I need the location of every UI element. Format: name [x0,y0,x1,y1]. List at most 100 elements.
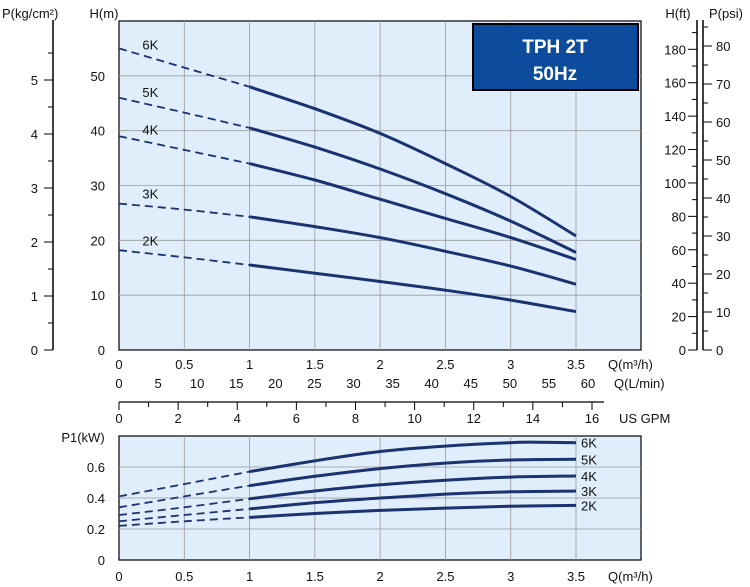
pressure-bar-tick-label: 1 [31,289,38,304]
head-ft-tick-label: 100 [664,176,686,191]
series-label-head-5K: 5K [142,85,158,100]
gpm-tick-label: 14 [526,411,540,426]
curve-power-3K-dashed [118,508,250,523]
series-label-power-3K: 3K [581,484,597,499]
power-x-axis-title: Q(m³/h) [608,569,653,584]
gpm-tick-label: 8 [352,411,359,426]
head-x-tick-label: 0.5 [175,357,193,372]
power-y-tick-label: 0.2 [87,522,105,537]
head-ft-tick-label: 80 [672,209,686,224]
psi-axis-title: P(psi) [709,6,743,21]
series-label-power-5K: 5K [581,452,597,467]
head-ft-tick-label: 180 [664,42,686,57]
power-x-tick-label: 3.5 [567,569,585,584]
pressure-bar-tick-label: 5 [31,73,38,88]
head-ft-axis-title: H(ft) [665,6,690,21]
head-y-tick-label: 20 [91,233,105,248]
curve-head-6K-dashed [118,47,250,88]
lmin-tick-label: 20 [268,376,282,391]
power-x-tick-label: 0.5 [175,569,193,584]
gpm-tick-label: 0 [115,411,122,426]
curve-head-3K-dashed [118,202,250,218]
lmin-tick-label: 40 [424,376,438,391]
lmin-tick-label: 25 [307,376,321,391]
curve-head-6K-solid [249,85,577,238]
series-label-power-4K: 4K [581,469,597,484]
head-ft-tick-label: 60 [672,243,686,258]
power-y-axis-title: P1(kW) [61,430,104,445]
power-x-tick-label: 2.5 [436,569,454,584]
curve-power-5K-solid [249,457,577,488]
psi-tick-label: 80 [716,39,730,54]
curve-head-4K-solid [249,162,577,261]
head-y-tick-label: 40 [91,124,105,139]
curve-head-2K-solid [249,263,577,314]
lmin-tick-label: 15 [229,376,243,391]
gpm-tick-label: 6 [293,411,300,426]
series-label-head-4K: 4K [142,123,158,138]
lmin-tick-label: 45 [464,376,478,391]
head-x-tick-label: 1 [246,357,253,372]
curve-power-4K-solid [249,474,577,501]
head-x-tick-label: 2 [377,357,384,372]
power-x-tick-label: 0 [115,569,122,584]
power-x-tick-label: 1.5 [306,569,324,584]
series-label-power-6K: 6K [581,436,597,451]
gpm-tick-label: 12 [467,411,481,426]
power-x-tick-label: 2 [377,569,384,584]
psi-tick-label: 20 [716,267,730,282]
lmin-tick-label: 60 [581,376,595,391]
power-x-tick-label: 3 [507,569,514,584]
head-ft-tick-label: 140 [664,109,686,124]
head-y-axis-title: H(m) [90,6,119,21]
head-x-tick-label: 1.5 [306,357,324,372]
curve-power-3K-solid [249,489,577,511]
head-x-tick-label: 0 [115,357,122,372]
pressure-bar-tick-label: 4 [31,127,38,142]
power-y-tick-label: 0.6 [87,460,105,475]
lmin-tick-label: 35 [385,376,399,391]
psi-tick-label: 10 [716,305,730,320]
psi-tick-label: 60 [716,115,730,130]
pressure-bar-tick-label: 2 [31,235,38,250]
lmin-tick-label: 30 [346,376,360,391]
pressure-bar-axis-title: P(kg/cm²) [2,6,58,21]
curve-power-5K-dashed [118,484,250,509]
title-line-model: TPH 2T [522,37,588,58]
curve-power-4K-dashed [118,497,250,516]
curve-head-5K-solid [249,126,577,254]
head-ft-tick-label: 20 [672,310,686,325]
curve-head-5K-dashed [118,96,250,129]
curve-head-4K-dashed [118,135,250,165]
gpm-tick-label: 10 [407,411,421,426]
head-ft-tick-label: 160 [664,76,686,91]
lmin-tick-label: 50 [503,376,517,391]
gpm-tick-label: 4 [234,411,241,426]
gpm-tick-label: 2 [175,411,182,426]
curve-power-6K-solid [249,440,577,474]
lmin-tick-label: 0 [115,376,122,391]
psi-tick-label: 30 [716,229,730,244]
head-x-tick-label: 3 [507,357,514,372]
title-line-frequency: 50Hz [533,64,577,85]
series-label-head-3K: 3K [142,186,158,201]
psi-tick-label: 40 [716,191,730,206]
series-label-head-6K: 6K [142,38,158,53]
head-y-tick-label: 50 [91,69,105,84]
pressure-bar-tick-label: 3 [31,181,38,196]
psi-tick-label: 70 [716,77,730,92]
head-x-axis-title: Q(m³/h) [608,357,653,372]
series-label-head-2K: 2K [142,234,158,249]
gpm-tick-label: 16 [585,411,599,426]
curve-head-3K-solid [249,215,577,286]
curve-head-2K-dashed [118,249,250,266]
psi-tick-label: 0 [716,343,723,358]
power-x-tick-label: 1 [246,569,253,584]
lmin-axis-title: Q(L/min) [614,376,665,391]
gpm-axis-title: US GPM [619,411,670,426]
head-x-tick-label: 3.5 [567,357,585,372]
lmin-tick-label: 55 [542,376,556,391]
curve-power-6K-dashed [118,470,250,498]
